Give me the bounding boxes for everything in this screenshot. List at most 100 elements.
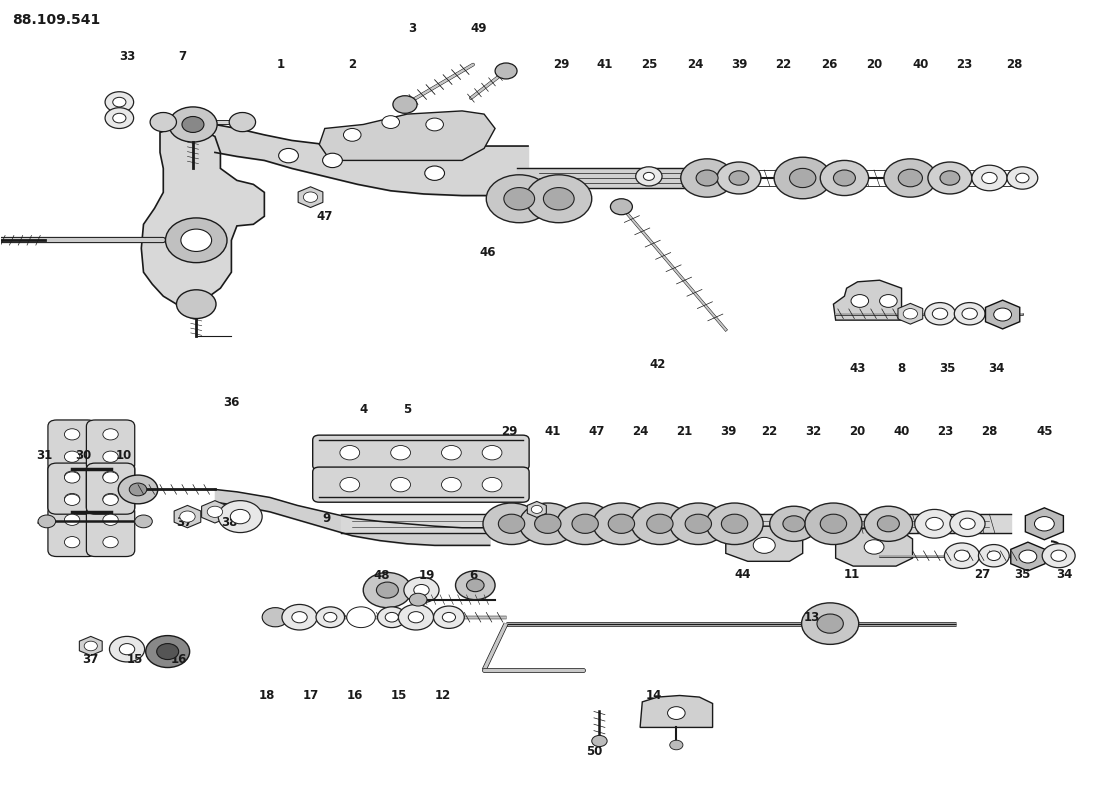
Circle shape bbox=[955, 302, 986, 325]
FancyBboxPatch shape bbox=[48, 420, 97, 471]
Circle shape bbox=[933, 308, 948, 319]
FancyBboxPatch shape bbox=[312, 467, 529, 502]
Circle shape bbox=[504, 187, 535, 210]
Circle shape bbox=[218, 501, 262, 533]
Circle shape bbox=[498, 514, 525, 534]
Circle shape bbox=[110, 636, 144, 662]
Circle shape bbox=[670, 503, 727, 545]
Circle shape bbox=[65, 429, 80, 440]
Circle shape bbox=[950, 511, 986, 537]
Text: 19: 19 bbox=[419, 569, 436, 582]
Circle shape bbox=[377, 607, 406, 628]
Circle shape bbox=[103, 451, 118, 462]
Circle shape bbox=[670, 740, 683, 750]
Circle shape bbox=[390, 478, 410, 492]
Text: 24: 24 bbox=[631, 426, 648, 438]
Polygon shape bbox=[79, 636, 102, 655]
Circle shape bbox=[103, 429, 118, 440]
Circle shape bbox=[928, 162, 972, 194]
Circle shape bbox=[631, 503, 689, 545]
Circle shape bbox=[865, 506, 913, 542]
Circle shape bbox=[376, 582, 398, 598]
Text: 49: 49 bbox=[471, 22, 487, 35]
Circle shape bbox=[346, 607, 375, 628]
Text: 28: 28 bbox=[1006, 58, 1023, 71]
Circle shape bbox=[722, 514, 748, 534]
Text: 27: 27 bbox=[974, 567, 990, 581]
Circle shape bbox=[647, 514, 673, 534]
FancyBboxPatch shape bbox=[87, 420, 134, 471]
Circle shape bbox=[323, 613, 337, 622]
Circle shape bbox=[180, 229, 211, 251]
FancyBboxPatch shape bbox=[312, 435, 529, 470]
Text: 17: 17 bbox=[302, 689, 319, 702]
Text: 26: 26 bbox=[821, 58, 837, 71]
Circle shape bbox=[292, 612, 307, 623]
Circle shape bbox=[1050, 550, 1066, 562]
Circle shape bbox=[955, 550, 970, 562]
Text: 3: 3 bbox=[408, 22, 417, 35]
Circle shape bbox=[962, 308, 978, 319]
Circle shape bbox=[717, 162, 761, 194]
Circle shape bbox=[535, 514, 561, 534]
Circle shape bbox=[987, 551, 1000, 561]
Polygon shape bbox=[640, 695, 713, 727]
Circle shape bbox=[685, 514, 712, 534]
Circle shape bbox=[65, 472, 80, 483]
Circle shape bbox=[340, 446, 360, 460]
Circle shape bbox=[1034, 517, 1054, 531]
Text: 42: 42 bbox=[649, 358, 666, 370]
Circle shape bbox=[65, 451, 80, 462]
Text: 15: 15 bbox=[126, 653, 143, 666]
Text: 33: 33 bbox=[119, 50, 135, 63]
Circle shape bbox=[85, 641, 98, 650]
Circle shape bbox=[168, 107, 217, 142]
Circle shape bbox=[409, 594, 427, 606]
FancyBboxPatch shape bbox=[48, 462, 97, 514]
Circle shape bbox=[363, 573, 411, 608]
Text: 12: 12 bbox=[434, 689, 451, 702]
Circle shape bbox=[145, 635, 189, 667]
Text: 20: 20 bbox=[866, 58, 882, 71]
Polygon shape bbox=[836, 528, 913, 566]
FancyBboxPatch shape bbox=[87, 506, 134, 557]
Circle shape bbox=[770, 506, 818, 542]
Text: 38: 38 bbox=[221, 516, 238, 529]
Circle shape bbox=[608, 514, 635, 534]
Circle shape bbox=[343, 129, 361, 142]
Circle shape bbox=[945, 543, 980, 569]
Text: 37: 37 bbox=[82, 653, 99, 666]
Circle shape bbox=[103, 471, 118, 482]
Circle shape bbox=[426, 118, 443, 131]
Text: 35: 35 bbox=[939, 362, 956, 374]
Circle shape bbox=[393, 96, 417, 114]
Circle shape bbox=[39, 515, 56, 528]
Circle shape bbox=[179, 511, 195, 522]
Polygon shape bbox=[298, 186, 323, 207]
Text: 22: 22 bbox=[774, 58, 791, 71]
Polygon shape bbox=[319, 111, 495, 161]
Circle shape bbox=[382, 116, 399, 129]
Circle shape bbox=[993, 308, 1012, 321]
Text: 47: 47 bbox=[317, 210, 333, 223]
Circle shape bbox=[103, 494, 118, 506]
Text: 22: 22 bbox=[761, 426, 778, 438]
Circle shape bbox=[531, 506, 542, 514]
Circle shape bbox=[103, 494, 118, 505]
Circle shape bbox=[926, 518, 944, 530]
Polygon shape bbox=[1025, 508, 1064, 540]
Text: 28: 28 bbox=[981, 426, 998, 438]
Circle shape bbox=[278, 149, 298, 163]
Text: 40: 40 bbox=[912, 58, 928, 71]
Circle shape bbox=[925, 302, 956, 325]
Circle shape bbox=[390, 446, 410, 460]
Circle shape bbox=[229, 113, 255, 132]
Circle shape bbox=[134, 515, 152, 528]
Text: 13: 13 bbox=[803, 610, 820, 624]
Circle shape bbox=[790, 169, 816, 187]
Circle shape bbox=[610, 198, 632, 214]
FancyBboxPatch shape bbox=[48, 506, 97, 557]
Circle shape bbox=[65, 494, 80, 506]
Polygon shape bbox=[141, 129, 264, 304]
Circle shape bbox=[817, 614, 844, 633]
